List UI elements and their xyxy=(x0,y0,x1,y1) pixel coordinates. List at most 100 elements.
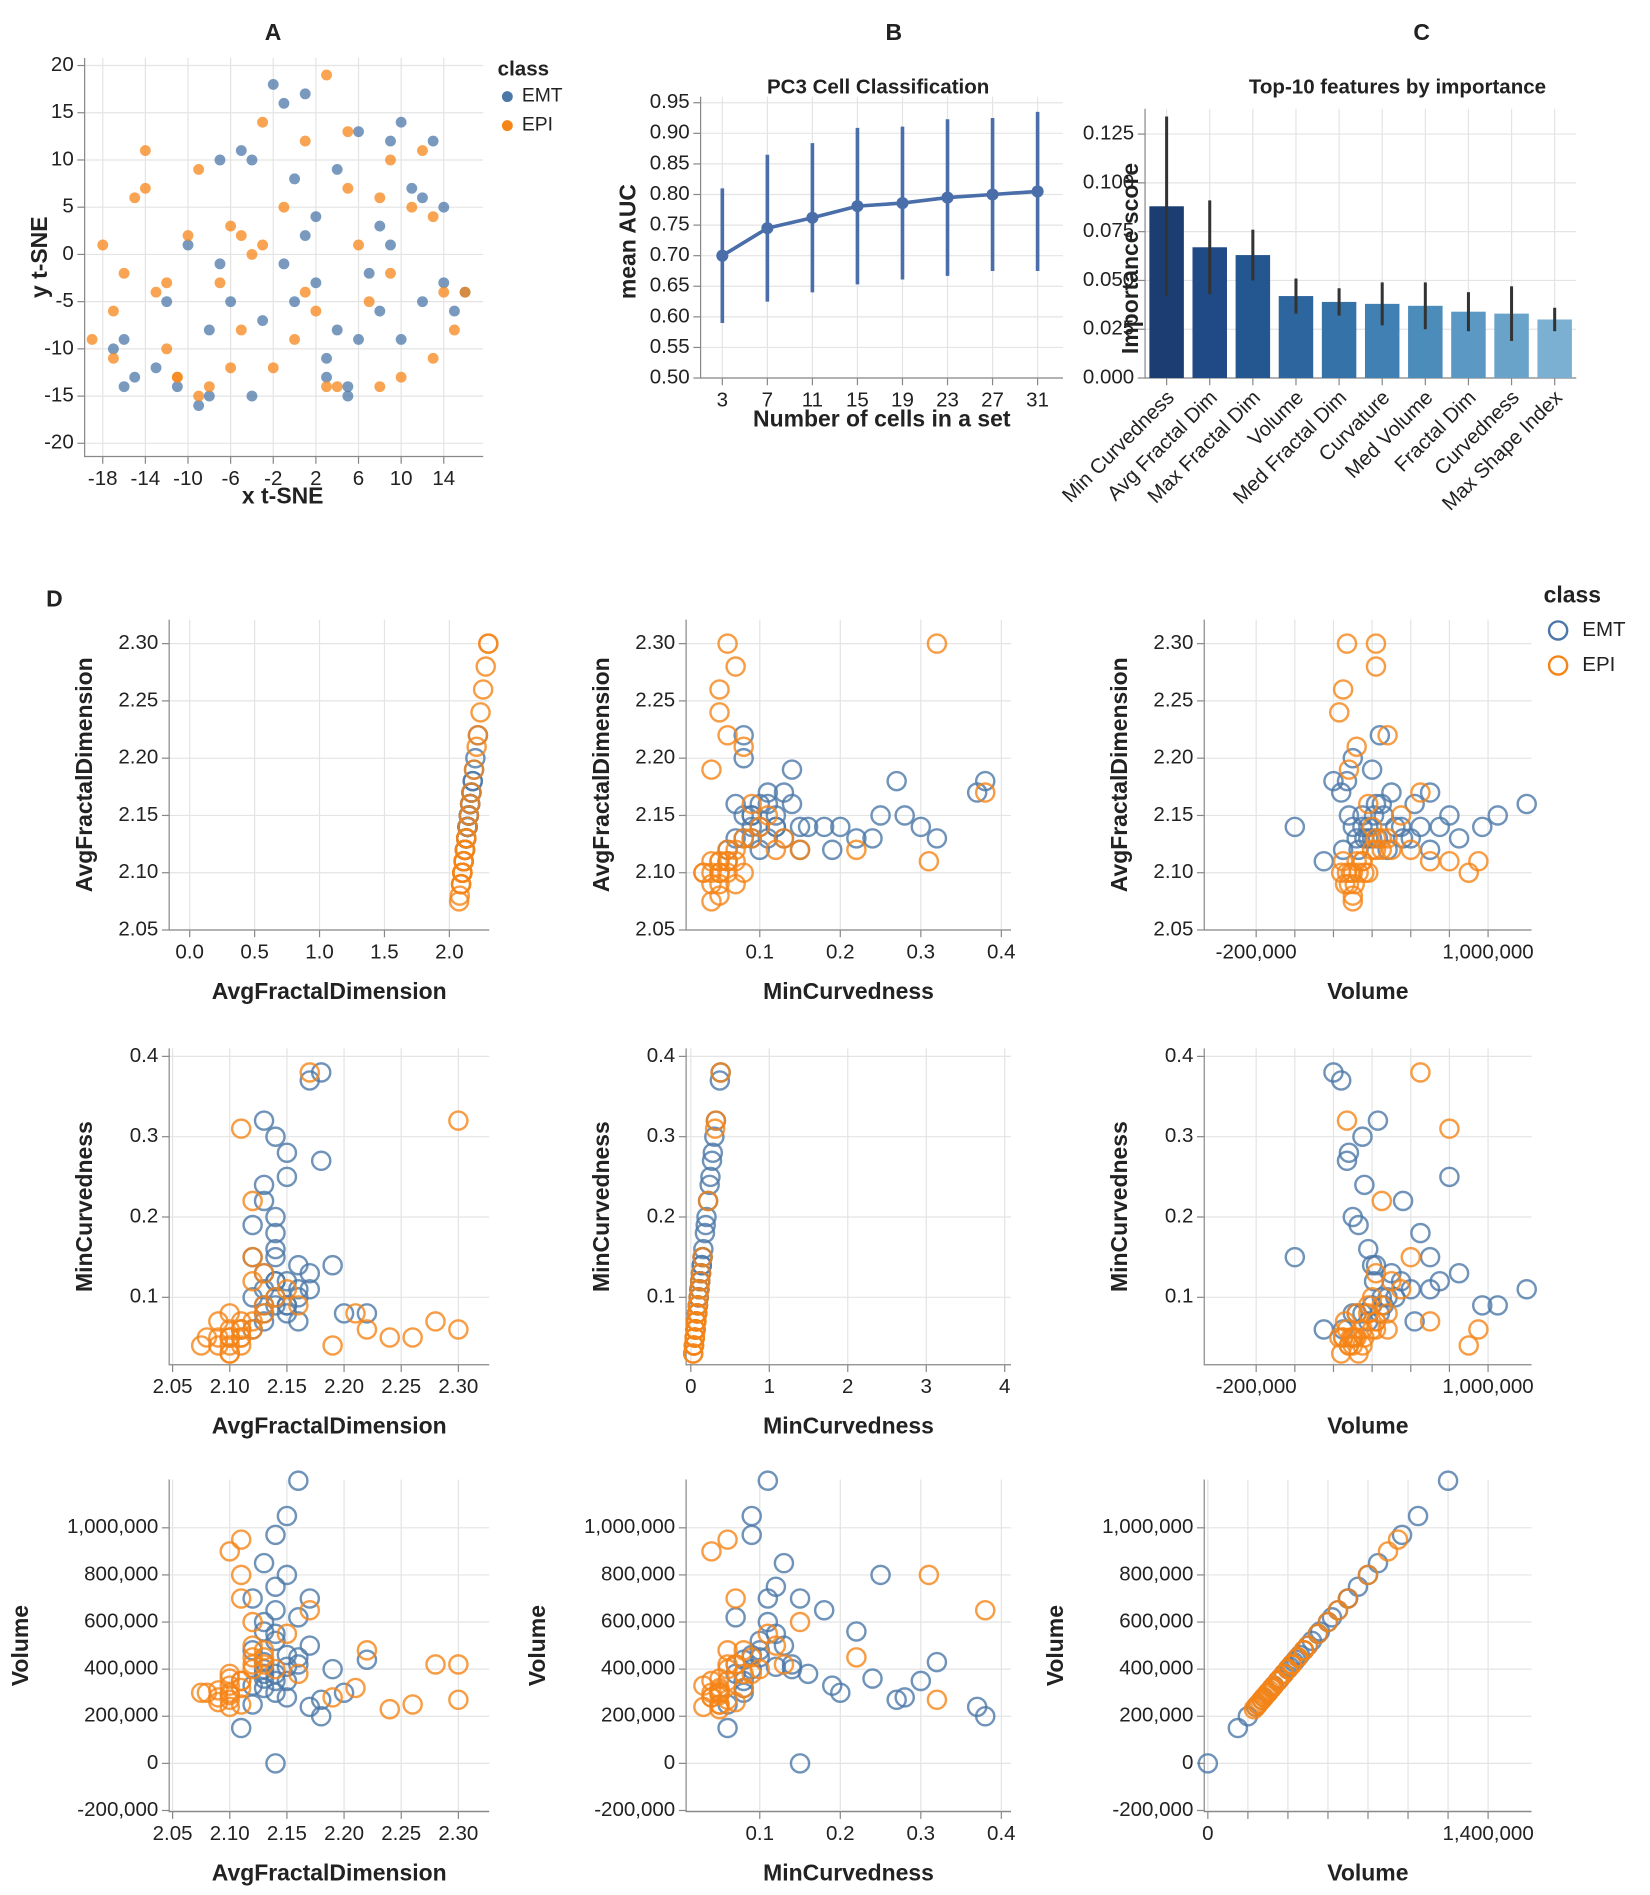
axis-domain xyxy=(699,96,1063,379)
point xyxy=(910,816,932,838)
point xyxy=(265,1206,286,1228)
point xyxy=(689,1270,711,1292)
point xyxy=(974,782,996,803)
y-tick-label: 10 xyxy=(51,147,74,170)
point xyxy=(1419,1311,1441,1332)
point xyxy=(789,816,811,838)
point xyxy=(733,747,754,769)
point xyxy=(230,1717,252,1739)
y-tick-label: 0.125 xyxy=(1083,121,1134,144)
x-tick-label: 14 xyxy=(432,467,455,490)
point xyxy=(452,862,473,883)
axis-domain xyxy=(685,1048,1011,1366)
point xyxy=(918,1564,940,1586)
y-tick-label: -200,000 xyxy=(594,1798,675,1821)
point xyxy=(322,1687,343,1708)
x-tick-label: 0.4 xyxy=(987,1822,1016,1845)
legend-label: EPI xyxy=(522,115,553,136)
point xyxy=(717,633,738,654)
point xyxy=(1371,1190,1393,1212)
point xyxy=(253,1552,275,1574)
point xyxy=(288,1311,309,1332)
x-tick-label: 31 xyxy=(1026,388,1049,411)
point xyxy=(289,333,301,345)
point xyxy=(1369,725,1391,746)
point xyxy=(1404,793,1425,815)
x-tick-label: 7 xyxy=(762,388,773,411)
point xyxy=(299,1588,321,1609)
point xyxy=(1342,1335,1364,1356)
point xyxy=(171,381,183,393)
y-tick-label: 2.30 xyxy=(118,631,158,654)
point xyxy=(1410,782,1431,803)
point xyxy=(701,1682,722,1703)
x-tick-label: -2 xyxy=(264,467,282,490)
point xyxy=(289,296,301,308)
y-tick-label: 200,000 xyxy=(1119,1704,1193,1727)
point xyxy=(1313,1319,1335,1340)
y-tick-label: 0.3 xyxy=(130,1124,159,1147)
point xyxy=(448,305,460,317)
y-tick-label: 2.15 xyxy=(118,803,158,826)
point xyxy=(425,1311,446,1332)
point xyxy=(402,1694,423,1715)
point xyxy=(242,1658,263,1680)
point xyxy=(821,1675,843,1696)
point xyxy=(406,182,418,194)
point xyxy=(1357,793,1379,815)
point xyxy=(974,1599,996,1621)
point xyxy=(395,371,407,383)
point xyxy=(1251,1689,1273,1711)
x-tick-label: 0.1 xyxy=(746,940,775,963)
y-tick-label: -10 xyxy=(44,336,74,359)
point xyxy=(682,1343,704,1364)
point xyxy=(1516,793,1537,815)
point xyxy=(926,1689,948,1711)
point xyxy=(230,1529,252,1550)
y-tick-label: -20 xyxy=(44,431,74,454)
point xyxy=(700,1166,721,1188)
point xyxy=(691,1254,713,1276)
point xyxy=(705,1110,727,1131)
point xyxy=(1031,185,1044,198)
point xyxy=(448,1654,469,1675)
y-tick-label: 1,000,000 xyxy=(584,1515,675,1538)
point xyxy=(333,1303,355,1324)
x-axis-title: MinCurvedness xyxy=(763,978,934,1004)
point xyxy=(1390,805,1412,826)
point xyxy=(230,1588,252,1609)
point xyxy=(150,286,162,298)
point xyxy=(1261,1677,1283,1699)
y-axis-title: Volume xyxy=(524,1605,550,1686)
x-tick-label: 0 xyxy=(685,1375,696,1398)
point xyxy=(265,1670,286,1692)
point xyxy=(1472,1295,1493,1316)
y-tick-label: 0.50 xyxy=(650,365,690,388)
point xyxy=(193,390,205,402)
point xyxy=(455,828,477,849)
point xyxy=(276,1166,298,1188)
point xyxy=(225,220,237,232)
point xyxy=(757,1611,779,1633)
point xyxy=(846,1647,867,1668)
x-tick-label: 0.4 xyxy=(987,940,1016,963)
x-tick-label: -200,000 xyxy=(1216,1375,1297,1398)
y-tick-label: 2.15 xyxy=(635,803,675,826)
point xyxy=(107,352,119,364)
point xyxy=(438,201,450,213)
point xyxy=(288,1663,309,1685)
point xyxy=(150,362,162,374)
point xyxy=(797,1663,819,1685)
legend-swatch xyxy=(1547,620,1569,641)
y-axis-title: AvgFractalDimension xyxy=(71,657,97,892)
point xyxy=(1346,736,1367,757)
point xyxy=(331,381,343,393)
point xyxy=(299,1696,321,1718)
line xyxy=(721,189,1038,258)
x-axis-title: Number of cells in a set xyxy=(753,405,1011,431)
point xyxy=(693,862,714,883)
y-axis-title: Volume xyxy=(1042,1605,1068,1686)
point xyxy=(374,192,386,204)
y-tick-label: 0.55 xyxy=(650,335,690,358)
